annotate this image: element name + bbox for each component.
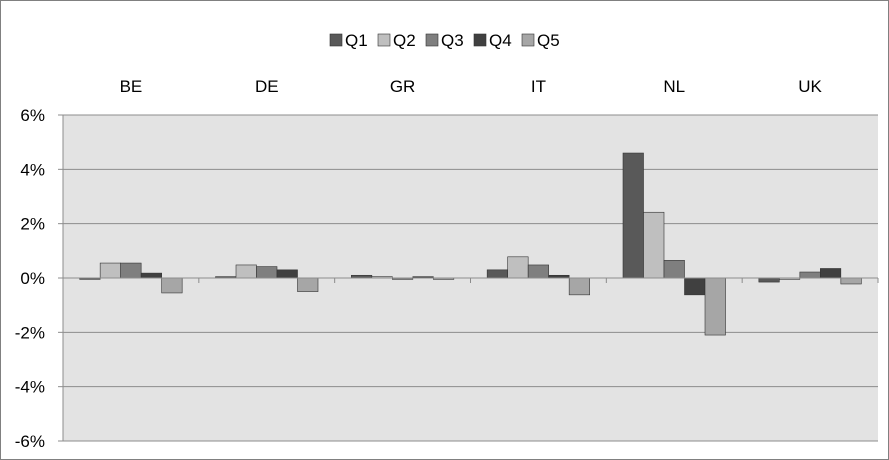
bar-it-q3 [527,264,549,279]
bar-de-q3 [256,266,278,279]
bar-it-q5 [568,277,590,296]
y-tick-label: 2% [20,215,45,234]
legend-label: Q4 [489,31,512,50]
legend-swatch [473,33,487,47]
bar-uk-q5 [840,277,862,285]
category-label: NL [663,77,685,96]
category-label: IT [531,77,546,96]
category-labels: BE DE GR IT NL UK [120,77,823,96]
bar-be-q3 [120,262,142,279]
bar-de-q4 [276,269,298,279]
y-tick-label: 4% [20,160,45,179]
bar-be-q4 [140,272,162,279]
y-tick-label: -2% [15,323,45,342]
y-tick-label: 0% [20,269,45,288]
bar-nl-q4 [684,277,706,296]
bar-be-q5 [161,277,183,294]
category-label: UK [798,77,822,96]
legend: Q1 Q2 Q3 Q4 Q5 [329,31,560,50]
bar-nl-q5 [704,277,726,336]
category-label: GR [390,77,416,96]
y-tick-label: 6% [20,106,45,125]
legend-label: Q1 [345,31,368,50]
bar-it-q1 [486,269,508,279]
bars [79,152,862,336]
legend-label: Q3 [441,31,464,50]
legend-swatch [425,33,439,47]
legend-label: Q5 [537,31,560,50]
bar-uk-q1 [758,277,780,283]
bar-uk-q4 [820,268,842,279]
y-tick-label: -4% [15,378,45,397]
legend-swatch [329,33,343,47]
legend-swatch [521,33,535,47]
category-label: BE [120,77,143,96]
legend-swatch [377,33,391,47]
bar-uk-q3 [799,271,821,279]
bar-nl-q1 [622,152,644,279]
bar-nl-q2 [643,211,665,279]
legend-label: Q2 [393,31,416,50]
bar-de-q5 [297,277,319,292]
bar-nl-q3 [663,260,685,279]
y-axis-ticks: 6% 4% 2% 0% -2% -4% -6% [15,106,63,451]
bar-be-q2 [99,262,121,279]
category-label: DE [255,77,279,96]
y-tick-label: -6% [15,432,45,451]
bar-de-q2 [235,264,257,279]
bar-it-q2 [507,256,529,279]
